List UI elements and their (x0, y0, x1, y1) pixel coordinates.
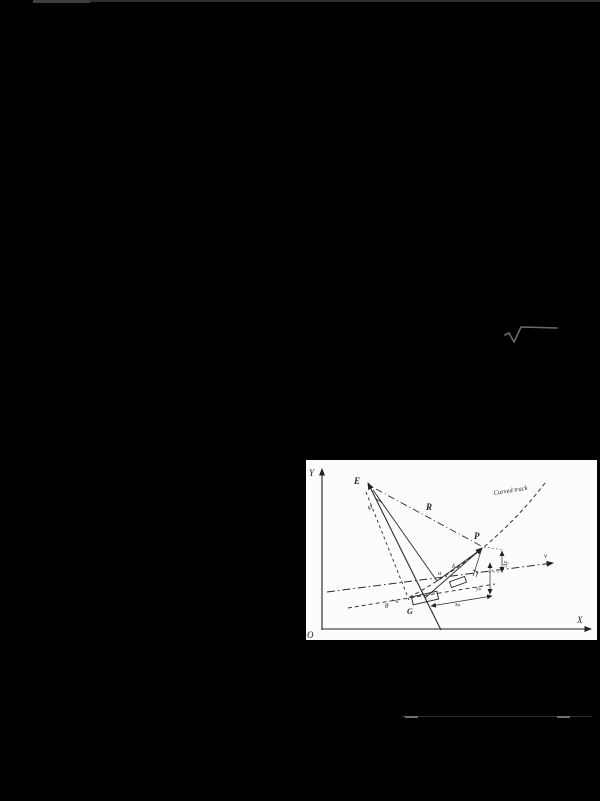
bottom-rule-right-dash (557, 716, 570, 718)
point-p-label: P (474, 531, 480, 541)
angle-alpha-label: α (438, 571, 442, 577)
bottom-rule (402, 716, 592, 717)
top-edge-strip (33, 0, 600, 2)
bottom-rule-left-dash (405, 716, 418, 718)
point-g-label: G (407, 607, 413, 616)
dim-yp-label: yₚ (475, 586, 482, 592)
angle-theta-label: θ (385, 602, 389, 610)
sight-line-front-p (436, 549, 481, 582)
radius-label: R (425, 502, 432, 512)
heading-axis (326, 560, 554, 593)
right-angle-mark (472, 569, 479, 578)
velocity-axis-label: v (544, 552, 548, 560)
radius-line (375, 488, 484, 548)
figure-background (306, 460, 597, 640)
x-axis-label: X (576, 615, 583, 625)
dim-xp-line (430, 594, 493, 608)
origin-label: O (307, 630, 314, 640)
y-axis-label: Y (309, 468, 315, 478)
point-e-label: E (353, 476, 360, 486)
sight-line-g-p (424, 547, 483, 599)
angle-phi-label: φ (368, 503, 372, 511)
sqrt-glyph-stroke (504, 326, 558, 343)
angle-theta-arc (391, 599, 399, 604)
dim-dy-ext1 (483, 546, 505, 551)
line-front-to-e (372, 489, 438, 582)
figure-panel: Y X O Curved track E φ R P v θ G α δ yₚ … (306, 460, 597, 640)
perp-from-p (472, 547, 483, 577)
sqrt-symbol (495, 318, 600, 348)
baseline-dashed (347, 583, 496, 609)
curved-track-path (405, 482, 546, 600)
dim-dy-label: Δy (503, 560, 509, 568)
top-edge-strip-bright (33, 0, 90, 3)
line-e-dashed (365, 491, 410, 601)
front-wheel (448, 575, 468, 589)
angle-phi-arc (375, 498, 383, 504)
dim-xp-label: xₚ (454, 602, 461, 608)
line-g-to-e (367, 482, 442, 631)
angle-delta-label: δ (452, 564, 455, 570)
